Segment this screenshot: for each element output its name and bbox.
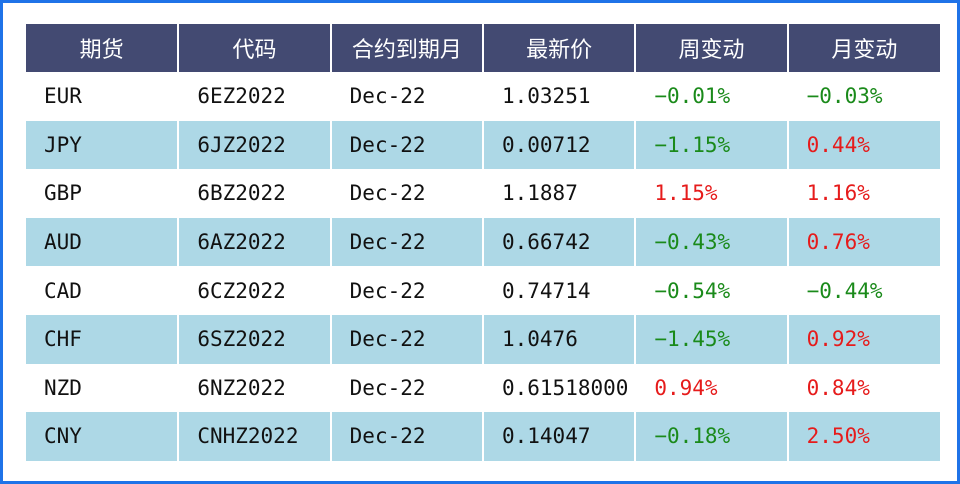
cell-price: 1.03251 — [482, 72, 637, 121]
cell-expiry: Dec-22 — [330, 217, 484, 267]
cell-code: 6CZ2022 — [178, 266, 332, 315]
cell-week-change: −1.15% — [635, 120, 789, 170]
cell-week-change: −0.54% — [635, 266, 789, 315]
cell-expiry: Dec-22 — [330, 314, 484, 364]
cell-month-change: −0.44% — [787, 266, 940, 315]
header-expiry: 合约到期月 — [330, 24, 484, 72]
table-row: AUD 6AZ2022 Dec-22 0.66742 −0.43% 0.76% — [26, 217, 940, 267]
cell-price: 0.66742 — [482, 217, 637, 267]
cell-currency: CAD — [26, 266, 180, 315]
table-row: CNY CNHZ2022 Dec-22 0.14047 −0.18% 2.50% — [26, 412, 940, 461]
cell-week-change: −0.43% — [635, 217, 789, 267]
cell-month-change: 0.92% — [787, 314, 940, 364]
cell-expiry: Dec-22 — [330, 363, 484, 413]
table-row: CHF 6SZ2022 Dec-22 1.0476 −1.45% 0.92% — [26, 314, 940, 364]
cell-currency: JPY — [26, 120, 180, 170]
table-row: JPY 6JZ2022 Dec-22 0.00712 −1.15% 0.44% — [26, 120, 940, 170]
header-code: 代码 — [178, 24, 332, 72]
cell-code: 6JZ2022 — [178, 120, 332, 170]
cell-month-change: 0.76% — [787, 217, 940, 267]
cell-month-change: −0.03% — [787, 72, 940, 121]
cell-price: 1.1887 — [482, 169, 637, 218]
header-week-change: 周变动 — [635, 24, 789, 72]
cell-expiry: Dec-22 — [330, 120, 484, 170]
cell-week-change: −0.01% — [635, 72, 789, 121]
cell-expiry: Dec-22 — [330, 266, 484, 315]
futures-table: 期货 代码 合约到期月 最新价 周变动 月变动 EUR 6EZ2022 Dec-… — [26, 24, 940, 461]
header-price: 最新价 — [482, 24, 637, 72]
cell-week-change: 1.15% — [635, 169, 789, 218]
table-row: GBP 6BZ2022 Dec-22 1.1887 1.15% 1.16% — [26, 169, 940, 218]
cell-price: 0.14047 — [482, 412, 637, 461]
table-row: EUR 6EZ2022 Dec-22 1.03251 −0.01% −0.03% — [26, 72, 940, 121]
cell-code: 6EZ2022 — [178, 72, 332, 121]
header-row: 期货 代码 合约到期月 最新价 周变动 月变动 — [26, 24, 940, 72]
cell-code: CNHZ2022 — [178, 412, 332, 461]
table-row: NZD 6NZ2022 Dec-22 0.61518000 0.94% 0.84… — [26, 363, 940, 413]
cell-week-change: 0.94% — [635, 363, 789, 413]
cell-code: 6BZ2022 — [178, 169, 332, 218]
table-row: CAD 6CZ2022 Dec-22 0.74714 −0.54% −0.44% — [26, 266, 940, 315]
cell-month-change: 2.50% — [787, 412, 940, 461]
header-currency: 期货 — [26, 24, 180, 72]
cell-code: 6AZ2022 — [178, 217, 332, 267]
cell-currency: NZD — [26, 363, 180, 413]
cell-expiry: Dec-22 — [330, 169, 484, 218]
cell-expiry: Dec-22 — [330, 412, 484, 461]
cell-price: 0.00712 — [482, 120, 637, 170]
cell-month-change: 1.16% — [787, 169, 940, 218]
cell-week-change: −1.45% — [635, 314, 789, 364]
cell-code: 6SZ2022 — [178, 314, 332, 364]
cell-expiry: Dec-22 — [330, 72, 484, 121]
cell-currency: GBP — [26, 169, 180, 218]
cell-currency: CHF — [26, 314, 180, 364]
cell-month-change: 0.44% — [787, 120, 940, 170]
cell-week-change: −0.18% — [635, 412, 789, 461]
cell-month-change: 0.84% — [787, 363, 940, 413]
cell-currency: EUR — [26, 72, 180, 121]
cell-price: 0.61518000 — [482, 363, 637, 413]
cell-currency: CNY — [26, 412, 180, 461]
header-month-change: 月变动 — [787, 24, 940, 72]
cell-currency: AUD — [26, 217, 180, 267]
cell-price: 0.74714 — [482, 266, 637, 315]
cell-code: 6NZ2022 — [178, 363, 332, 413]
cell-price: 1.0476 — [482, 314, 637, 364]
